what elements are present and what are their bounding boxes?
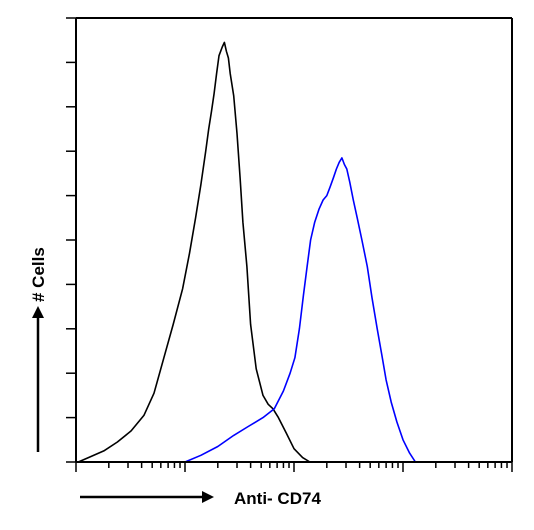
cd74-histogram-line [184, 157, 417, 463]
y-axis-arrow-head [32, 306, 44, 318]
x-axis-arrow-head [202, 491, 214, 503]
x-axis-label: Anti- CD74 [234, 489, 321, 508]
y-axis-label: # Cells [29, 247, 48, 302]
series-layer [77, 41, 417, 463]
control-histogram-line [77, 41, 311, 463]
